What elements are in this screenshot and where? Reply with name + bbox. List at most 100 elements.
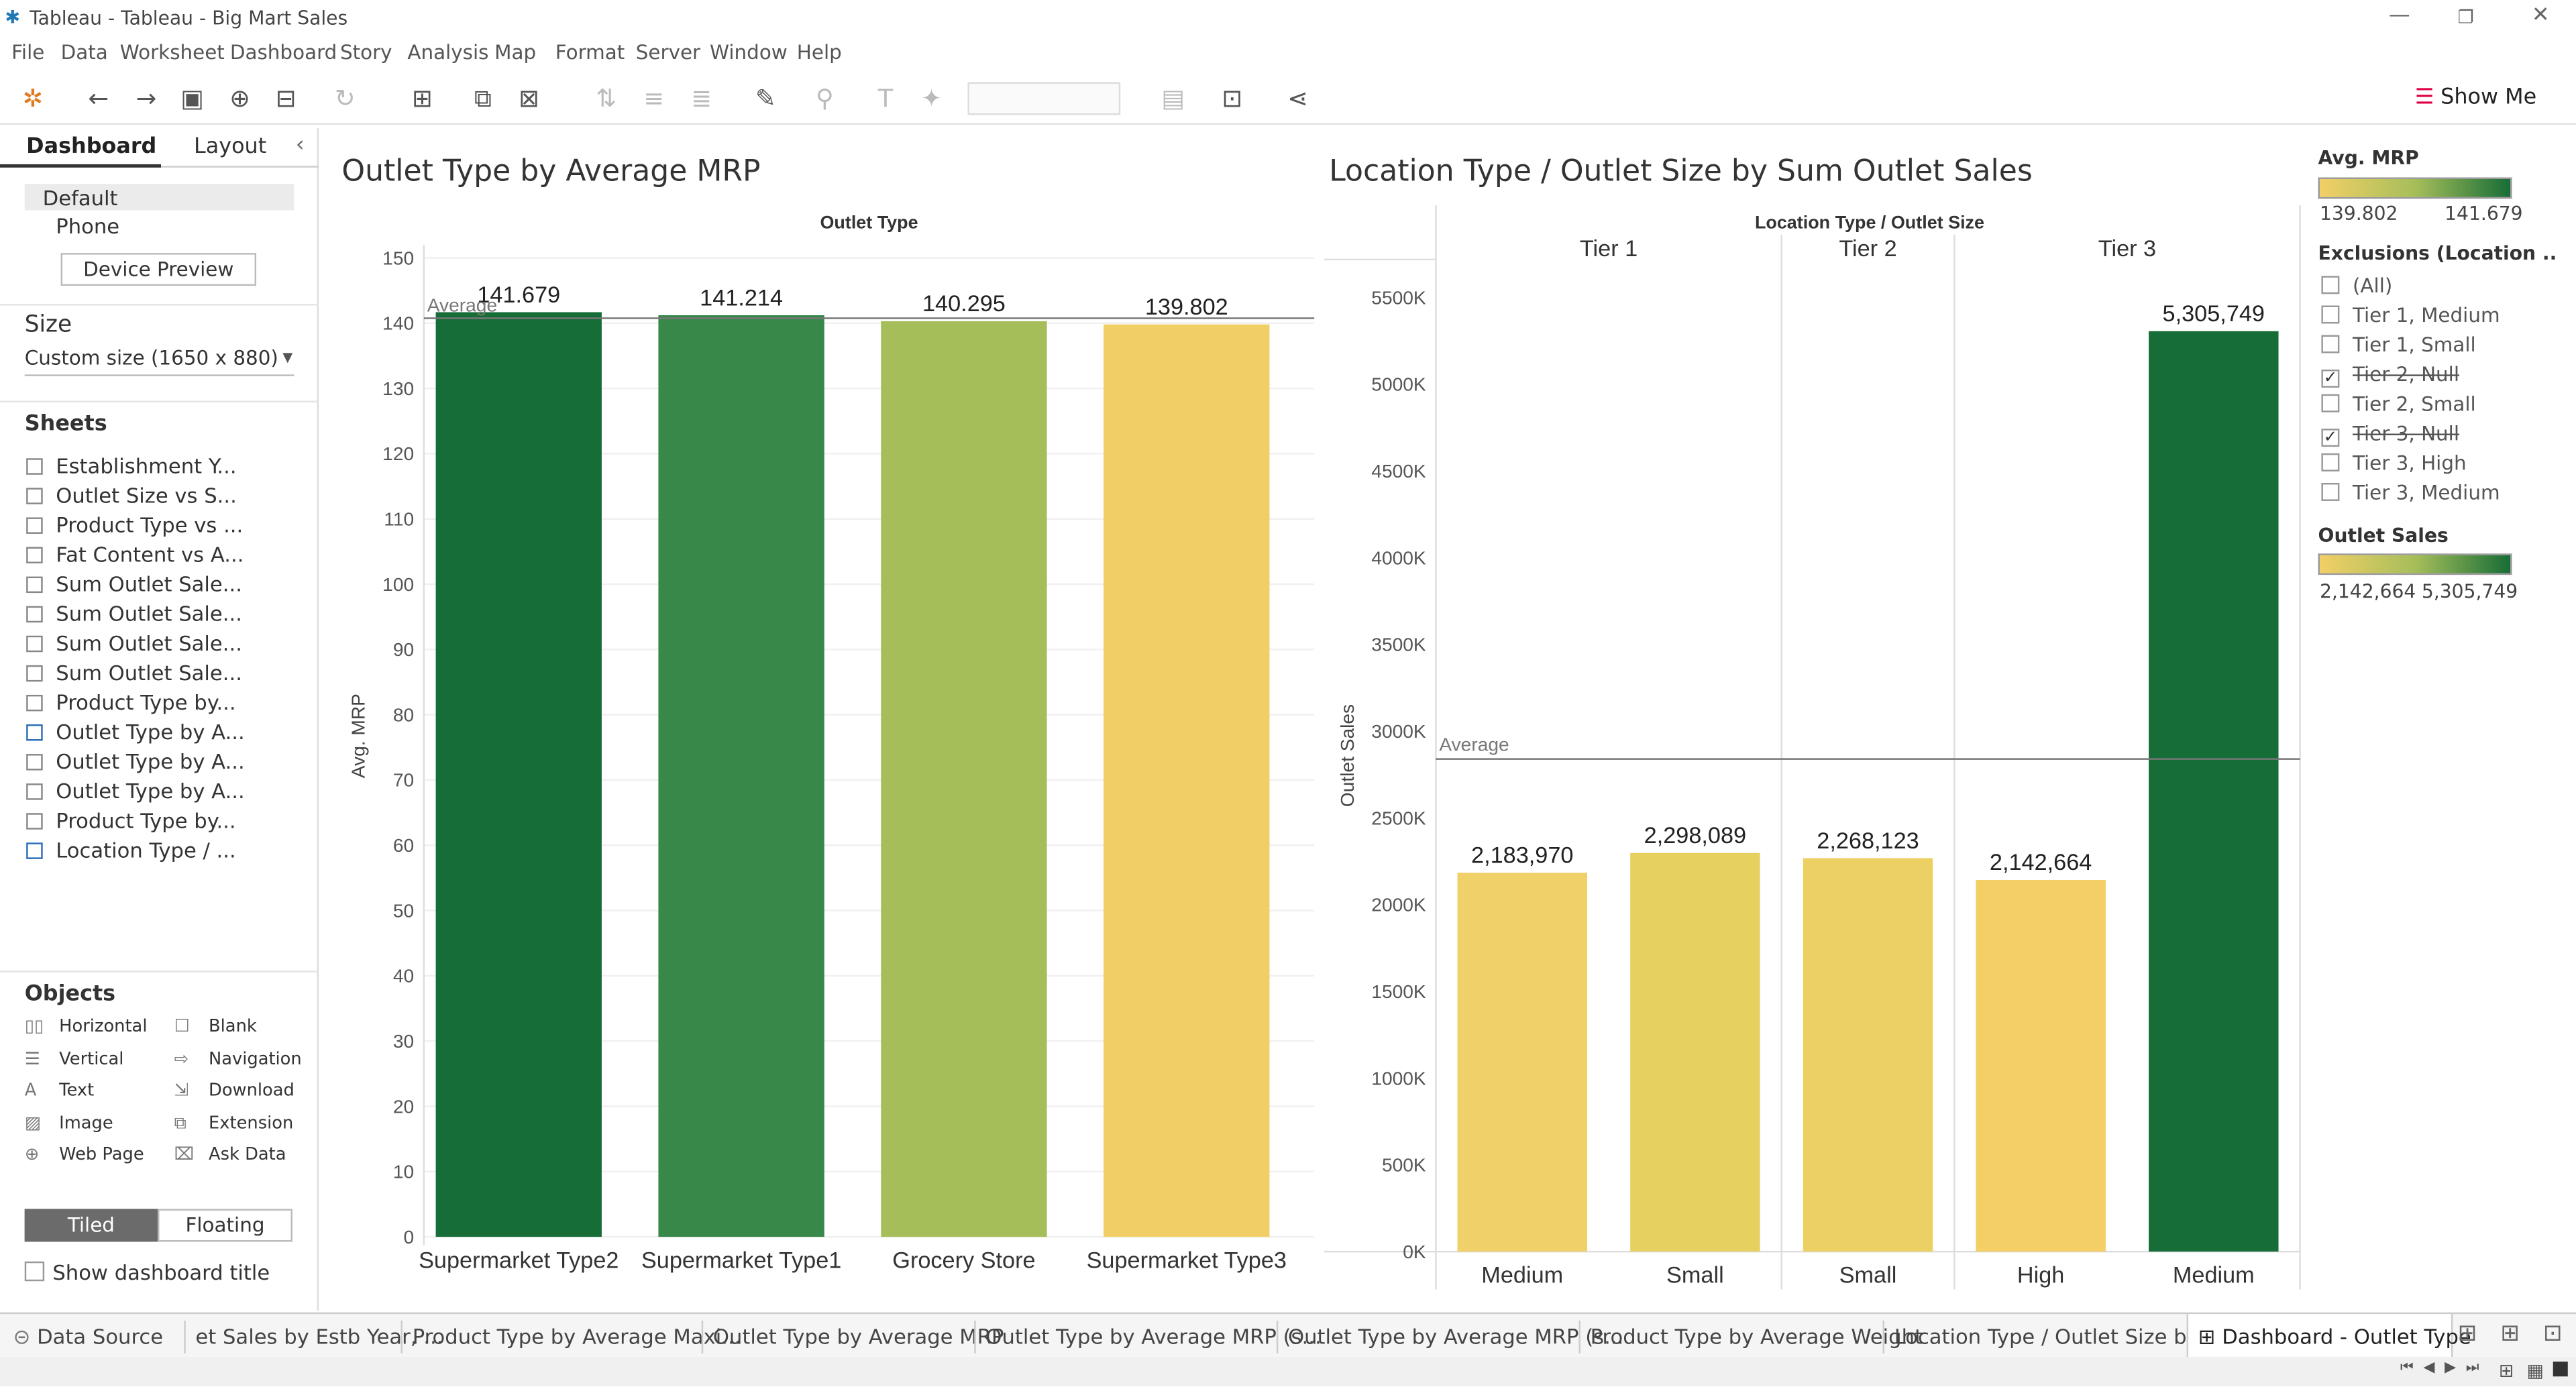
sheet-item[interactable]: Outlet Type by A... [26,749,245,773]
show-title-checkbox[interactable] [24,1261,45,1282]
menu-format[interactable]: Format [555,41,625,64]
exclusion-checkbox[interactable] [2321,276,2340,294]
tab-outlet-type-avg-mrp-2[interactable]: Outlet Type by Average MRP (s... [985,1323,1322,1349]
menu-data[interactable]: Data [60,41,108,64]
highlight-icon[interactable]: ✎ [755,83,776,113]
refresh-icon[interactable]: ↻ [334,83,356,113]
sheet-item[interactable]: Product Type by... [26,808,236,833]
sheet-item[interactable]: Sum Outlet Sale... [26,630,242,655]
menu-window[interactable]: Window [709,41,788,64]
minimize-icon[interactable]: — [2388,3,2410,28]
device-preview-button[interactable]: Device Preview [60,253,257,286]
new-datasource-icon[interactable]: ⊕ [229,83,250,113]
sort-asc-icon[interactable]: ≡ [643,83,665,113]
undo-icon[interactable]: ← [88,83,109,113]
collapse-pane-icon[interactable]: ‹ [295,133,305,158]
object-web-page[interactable]: ⊕ Web Page [25,1145,144,1164]
object-ask-data[interactable]: ⌧ Ask Data [174,1145,286,1164]
sheet-navigation-icons[interactable]: ⏮◀▶⏭ [2400,1360,2489,1377]
clear-sheet-icon[interactable]: ⊠ [519,83,539,113]
sheet-item[interactable]: Outlet Type by A... [26,779,245,803]
sheet-item[interactable]: Location Type / ... [26,838,236,863]
size-dropdown-arrow-icon[interactable]: ▼ [282,349,293,365]
close-icon[interactable]: ✕ [2531,3,2550,28]
object-image[interactable]: ▨ Image [25,1113,113,1133]
pause-updates-icon[interactable]: ⊟ [275,83,297,113]
new-worksheet-icon[interactable]: ⊞ [411,83,433,113]
object-vertical[interactable]: ☰ Vertical [25,1050,124,1069]
exclusion-checkbox[interactable]: ✓ [2321,429,2340,447]
sheet-item[interactable]: Outlet Size vs S... [26,483,237,508]
sort-desc-icon[interactable]: ≣ [691,83,712,113]
duplicate-sheet-icon[interactable]: ⧉ [474,83,492,113]
object-blank[interactable]: ☐ Blank [174,1017,257,1036]
floating-button[interactable]: Floating [158,1209,292,1242]
sheet-item[interactable]: Outlet Type by A... [26,720,245,744]
exclusion-checkbox[interactable] [2321,394,2340,412]
group-icon[interactable]: ⚲ [815,83,834,113]
tab-product-type-avg-weight[interactable]: Product Type by Average Weight [1590,1323,1923,1349]
tab-dashboard-outlet-type[interactable]: ⊞ Dashboard - Outlet Type [2198,1324,2471,1349]
tab-data-source[interactable]: ⊝ Data Source [13,1324,163,1349]
menu-file[interactable]: File [11,41,45,64]
sheet-item[interactable]: Sum Outlet Sale... [26,571,242,596]
sheet-item[interactable]: Establishment Y... [26,453,237,478]
exclusion-checkbox[interactable] [2321,335,2340,353]
menu-analysis[interactable]: Analysis [407,41,489,64]
exclusion-item[interactable]: Tier 3, Medium [2321,482,2500,504]
menu-dashboard[interactable]: Dashboard [229,41,337,64]
new-dashboard-tab-icon[interactable]: ⊞ [2500,1320,2520,1347]
tiled-button[interactable]: Tiled [24,1209,158,1242]
new-worksheet-tab-icon[interactable]: ⊞ [2457,1320,2477,1347]
exclusion-checkbox[interactable] [2321,453,2340,471]
show-sheet-icon[interactable] [2553,1362,2568,1377]
show-filmstrip-icon[interactable]: ⊞ [2498,1360,2514,1382]
tab-location-type-outlet-size[interactable]: Location Type / Outlet Size by ... [1894,1323,2225,1349]
show-me-button[interactable]: ☰ Show Me [2415,85,2536,110]
object-download[interactable]: ⇲ Download [174,1080,294,1100]
menu-story[interactable]: Story [339,41,392,64]
object-navigation[interactable]: ⇨ Navigation [174,1050,302,1069]
exclusion-item[interactable]: ✓ Tier 3, Null [2321,422,2459,447]
exclusion-item[interactable]: Tier 1, Small [2321,333,2476,356]
tableau-home-icon[interactable]: ✲ [22,83,44,113]
tab-outlet-type-avg-mrp-3[interactable]: Outlet Type by Average MRP (s... [1288,1323,1624,1349]
object-horizontal[interactable]: ▯▯ Horizontal [25,1017,148,1036]
fit-dropdown[interactable] [967,82,1121,115]
exclusion-item[interactable]: ✓ Tier 2, Null [2321,363,2459,388]
show-tabs-icon[interactable]: ▦ [2526,1360,2544,1382]
new-story-tab-icon[interactable]: ⊡ [2543,1320,2563,1347]
object-text[interactable]: A Text [25,1080,94,1100]
tab-layout[interactable]: Layout [193,134,267,160]
exclusion-checkbox[interactable] [2321,483,2340,501]
share-icon[interactable]: ⋖ [1287,83,1309,113]
device-phone[interactable]: Phone [56,213,120,239]
sheet-item[interactable]: Product Type by... [26,690,236,714]
fit-icon[interactable]: ▤ [1161,83,1185,113]
sheet-item[interactable]: Sum Outlet Sale... [26,601,242,626]
exclusion-checkbox[interactable]: ✓ [2321,370,2340,388]
exclusion-item[interactable]: Tier 3, High [2321,451,2467,475]
redo-icon[interactable]: → [136,83,157,113]
exclusion-item[interactable]: (All) [2321,274,2392,297]
object-extension[interactable]: ⧉ Extension [174,1113,294,1135]
menu-server[interactable]: Server [635,41,701,64]
exclusion-item[interactable]: Tier 2, Small [2321,392,2476,416]
pin-icon[interactable]: ✦ [921,83,942,113]
swap-icon[interactable]: ⇅ [596,83,617,113]
sheet-item[interactable]: Fat Content vs A... [26,542,244,567]
tab-product-type-avg-max[interactable]: Product Type by Average Maxi... [412,1323,741,1349]
size-dropdown[interactable]: Custom size (1650 x 880) [24,346,278,370]
exclusion-item[interactable]: Tier 1, Medium [2321,304,2500,327]
tab-outlet-type-avg-mrp[interactable]: Outlet Type by Average MRP [712,1323,1004,1349]
device-default-row[interactable] [24,184,294,211]
menu-help[interactable]: Help [796,41,842,64]
restore-icon[interactable]: ❐ [2457,6,2474,28]
tab-sales-by-estb-year[interactable]: et Sales by Estb Year, ... [195,1323,443,1349]
exclusion-checkbox[interactable] [2321,305,2340,324]
tab-dashboard[interactable]: Dashboard [26,134,157,160]
sheet-item[interactable]: Product Type vs ... [26,512,243,537]
sheet-item[interactable]: Sum Outlet Sale... [26,660,242,685]
save-icon[interactable]: ▣ [180,83,204,113]
presentation-icon[interactable]: ⊡ [1222,83,1243,113]
